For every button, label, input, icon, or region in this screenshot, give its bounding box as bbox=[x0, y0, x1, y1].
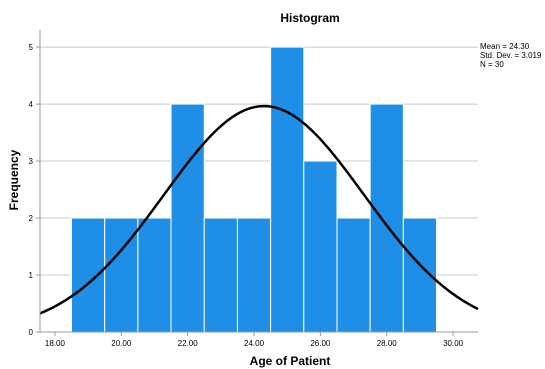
histogram-bar-7 bbox=[270, 46, 305, 333]
histogram-bar-6 bbox=[236, 217, 272, 333]
x-tick-label-18.00: 18.00 bbox=[45, 339, 66, 348]
chart-title: Histogram bbox=[280, 11, 339, 25]
x-tick-label-22.00: 22.00 bbox=[178, 339, 199, 348]
x-tick-label-28.00: 28.00 bbox=[377, 339, 398, 348]
normal-curve-line bbox=[39, 104, 479, 315]
y-tick-label-0: 0 bbox=[29, 328, 34, 337]
y-tick-label-4: 4 bbox=[29, 100, 34, 109]
axes bbox=[39, 30, 478, 333]
x-axis-label: Age of Patient bbox=[250, 354, 331, 368]
histogram-bar-9 bbox=[336, 217, 371, 333]
bars bbox=[71, 46, 438, 333]
stats-n: N = 30 bbox=[480, 60, 504, 69]
y-tick-label-2: 2 bbox=[29, 214, 34, 223]
tick-labels: 0 1 2 3 4 5 18.00 20.00 22.00 24.00 26.00 28.00 30.0… bbox=[29, 43, 464, 348]
x-tick-label-24.00: 24.00 bbox=[244, 339, 265, 348]
stats-legend: Mean = 24.30 Std. Dev. = 3.019 N = 30 bbox=[480, 42, 542, 69]
histogram-bar-3 bbox=[137, 217, 172, 333]
histogram-bar-5 bbox=[203, 217, 238, 333]
x-tick-label-20.00: 20.00 bbox=[111, 339, 132, 348]
y-axis-label: Frequency bbox=[7, 149, 21, 210]
x-tick-label-26.00: 26.00 bbox=[310, 339, 331, 348]
y-tick-label-1: 1 bbox=[29, 271, 34, 280]
histogram-bar-10 bbox=[369, 103, 404, 333]
y-tick-label-3: 3 bbox=[29, 157, 34, 166]
y-tick-label-5: 5 bbox=[29, 43, 34, 52]
histogram-bar-4 bbox=[170, 103, 205, 333]
histogram-bar-8 bbox=[303, 160, 338, 333]
stats-std-dev: Std. Dev. = 3.019 bbox=[480, 51, 542, 60]
x-tick-label-30.00: 30.00 bbox=[443, 339, 464, 348]
normal-curve bbox=[39, 104, 479, 315]
histogram-bar-1 bbox=[71, 217, 106, 333]
stats-mean: Mean = 24.30 bbox=[480, 42, 530, 51]
